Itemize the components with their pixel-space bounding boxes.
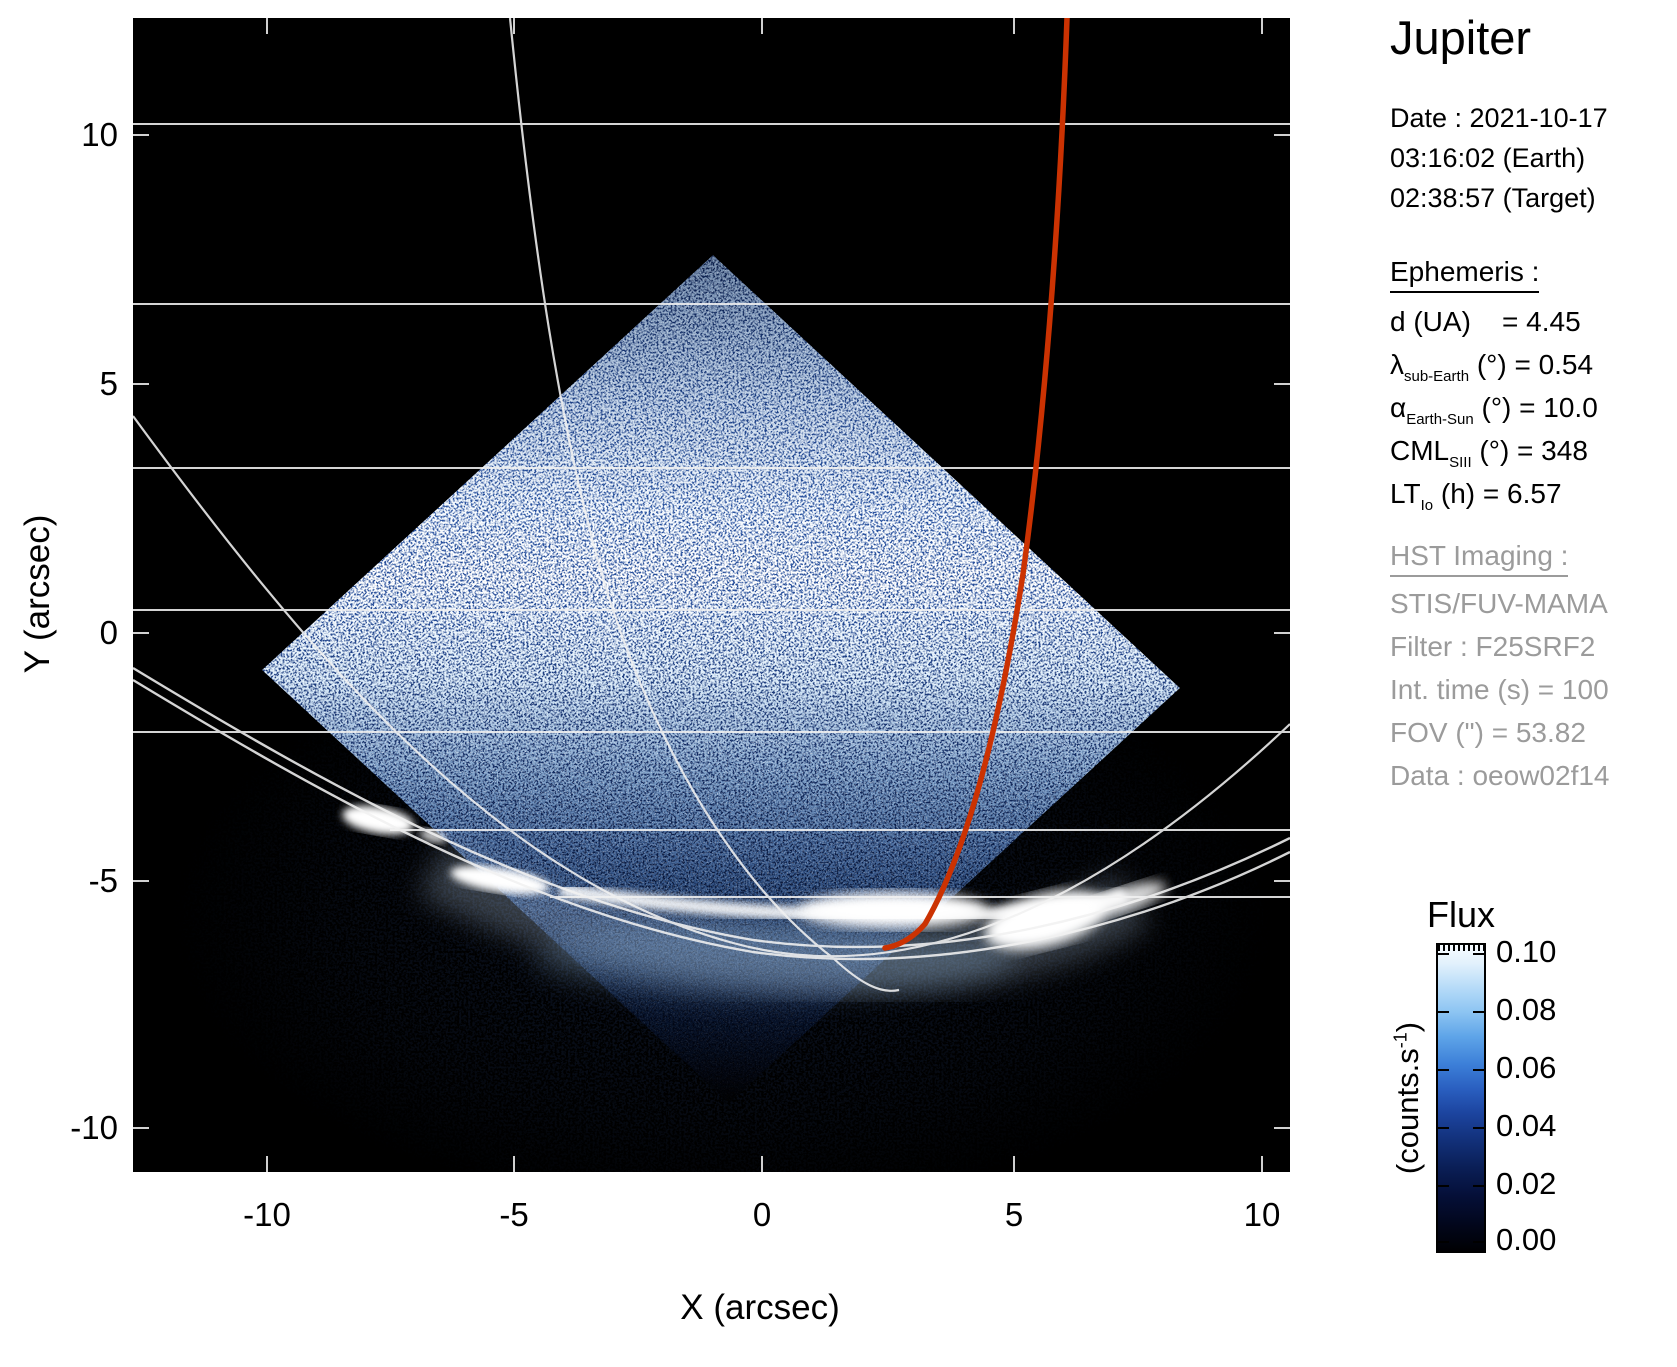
limb-arc (133, 666, 1290, 949)
hst-instrument: STIS/FUV-MAMA (1390, 588, 1608, 619)
target-time-line: 02:38:57 (Target) (1390, 183, 1596, 213)
ephemeris-row-io-localtime: LTIo (h) = 6.57 (1390, 478, 1562, 514)
meridian-arc (508, 18, 900, 992)
colorbar-tick-label: 0.04 (1496, 1108, 1557, 1143)
y-axis-label: Y (arcsec) (18, 514, 57, 674)
y-tick-label: -10 (70, 1109, 118, 1146)
axis-ticks (133, 18, 1290, 1172)
ephemeris-row-subearth-lat: λsub-Earth (°) = 0.54 (1390, 349, 1594, 385)
colorbar-tick-label: 0.02 (1496, 1166, 1557, 1201)
y-tick-label: 0 (99, 614, 118, 651)
y-tick-label: 10 (81, 116, 118, 153)
hst-filter: Filter : F25SRF2 (1390, 631, 1596, 662)
plot-area (133, 18, 1290, 1172)
x-tick-label: 10 (1243, 1196, 1281, 1233)
aurora-emission (342, 805, 1166, 996)
planet-grid-overlay (133, 18, 1290, 992)
x-tick-label: -5 (499, 1196, 529, 1233)
aurora-underglow (533, 920, 1013, 996)
hst-imaging-block: STIS/FUV-MAMA Filter : F25SRF2 Int. time… (1390, 582, 1610, 797)
aurora-central-patch (798, 892, 988, 928)
y-tick-label: -5 (88, 862, 118, 899)
colorbar-tick-label: 0.06 (1496, 1050, 1557, 1085)
limb-arc (133, 678, 1290, 961)
polar-latitude-arc (133, 415, 1290, 958)
red-track-curve (882, 18, 1070, 951)
aurora-west-spot-tail (419, 829, 447, 843)
hst-fov: FOV (") = 53.82 (1390, 717, 1586, 748)
colorbar-title: Flux (1426, 894, 1495, 935)
x-tick-label: 0 (752, 1196, 772, 1233)
colorbar-unit-label: (counts.s-1) (1390, 1021, 1425, 1175)
aurora-arc-segment (450, 865, 550, 895)
hst-imaging-header: HST Imaging : (1390, 540, 1569, 577)
hst-int-time: Int. time (s) = 100 (1390, 674, 1609, 705)
ephemeris-row-phase-angle: αEarth-Sun (°) = 10.0 (1390, 392, 1598, 428)
colorbar-tick-label: 0.08 (1496, 992, 1557, 1027)
colorbar (1436, 943, 1486, 1253)
ephemeris-header: Ephemeris : (1390, 256, 1540, 293)
date-block: Date : 2021-10-17 03:16:02 (Earth) 02:38… (1390, 98, 1608, 218)
ephemeris-block: d (UA) = 4.45 λsub-Earth (°) = 0.54 αEar… (1390, 300, 1598, 515)
x-tick-label: -10 (243, 1196, 291, 1233)
x-axis-label: X (arcsec) (680, 1288, 840, 1327)
ephemeris-row-distance: d (UA) = 4.45 (1390, 306, 1581, 337)
aurora-east-patch (984, 890, 1106, 950)
x-tick-label: 5 (1004, 1196, 1024, 1233)
colorbar-minor-ticks (1438, 945, 1484, 951)
sky-image (133, 18, 1290, 1172)
page-title: Jupiter (1390, 11, 1532, 64)
y-tick-label: 5 (99, 365, 118, 402)
hst-data-id: Data : oeow02f14 (1390, 760, 1610, 791)
date-line: Date : 2021-10-17 (1390, 103, 1608, 133)
earth-time-line: 03:16:02 (Earth) (1390, 143, 1586, 173)
colorbar-tick-label: 0.10 (1496, 934, 1557, 969)
ephemeris-row-cml: CMLSIII (°) = 348 (1390, 435, 1588, 471)
aurora-east-tail (1080, 882, 1166, 918)
colorbar-tick-label: 0.00 (1496, 1222, 1557, 1257)
